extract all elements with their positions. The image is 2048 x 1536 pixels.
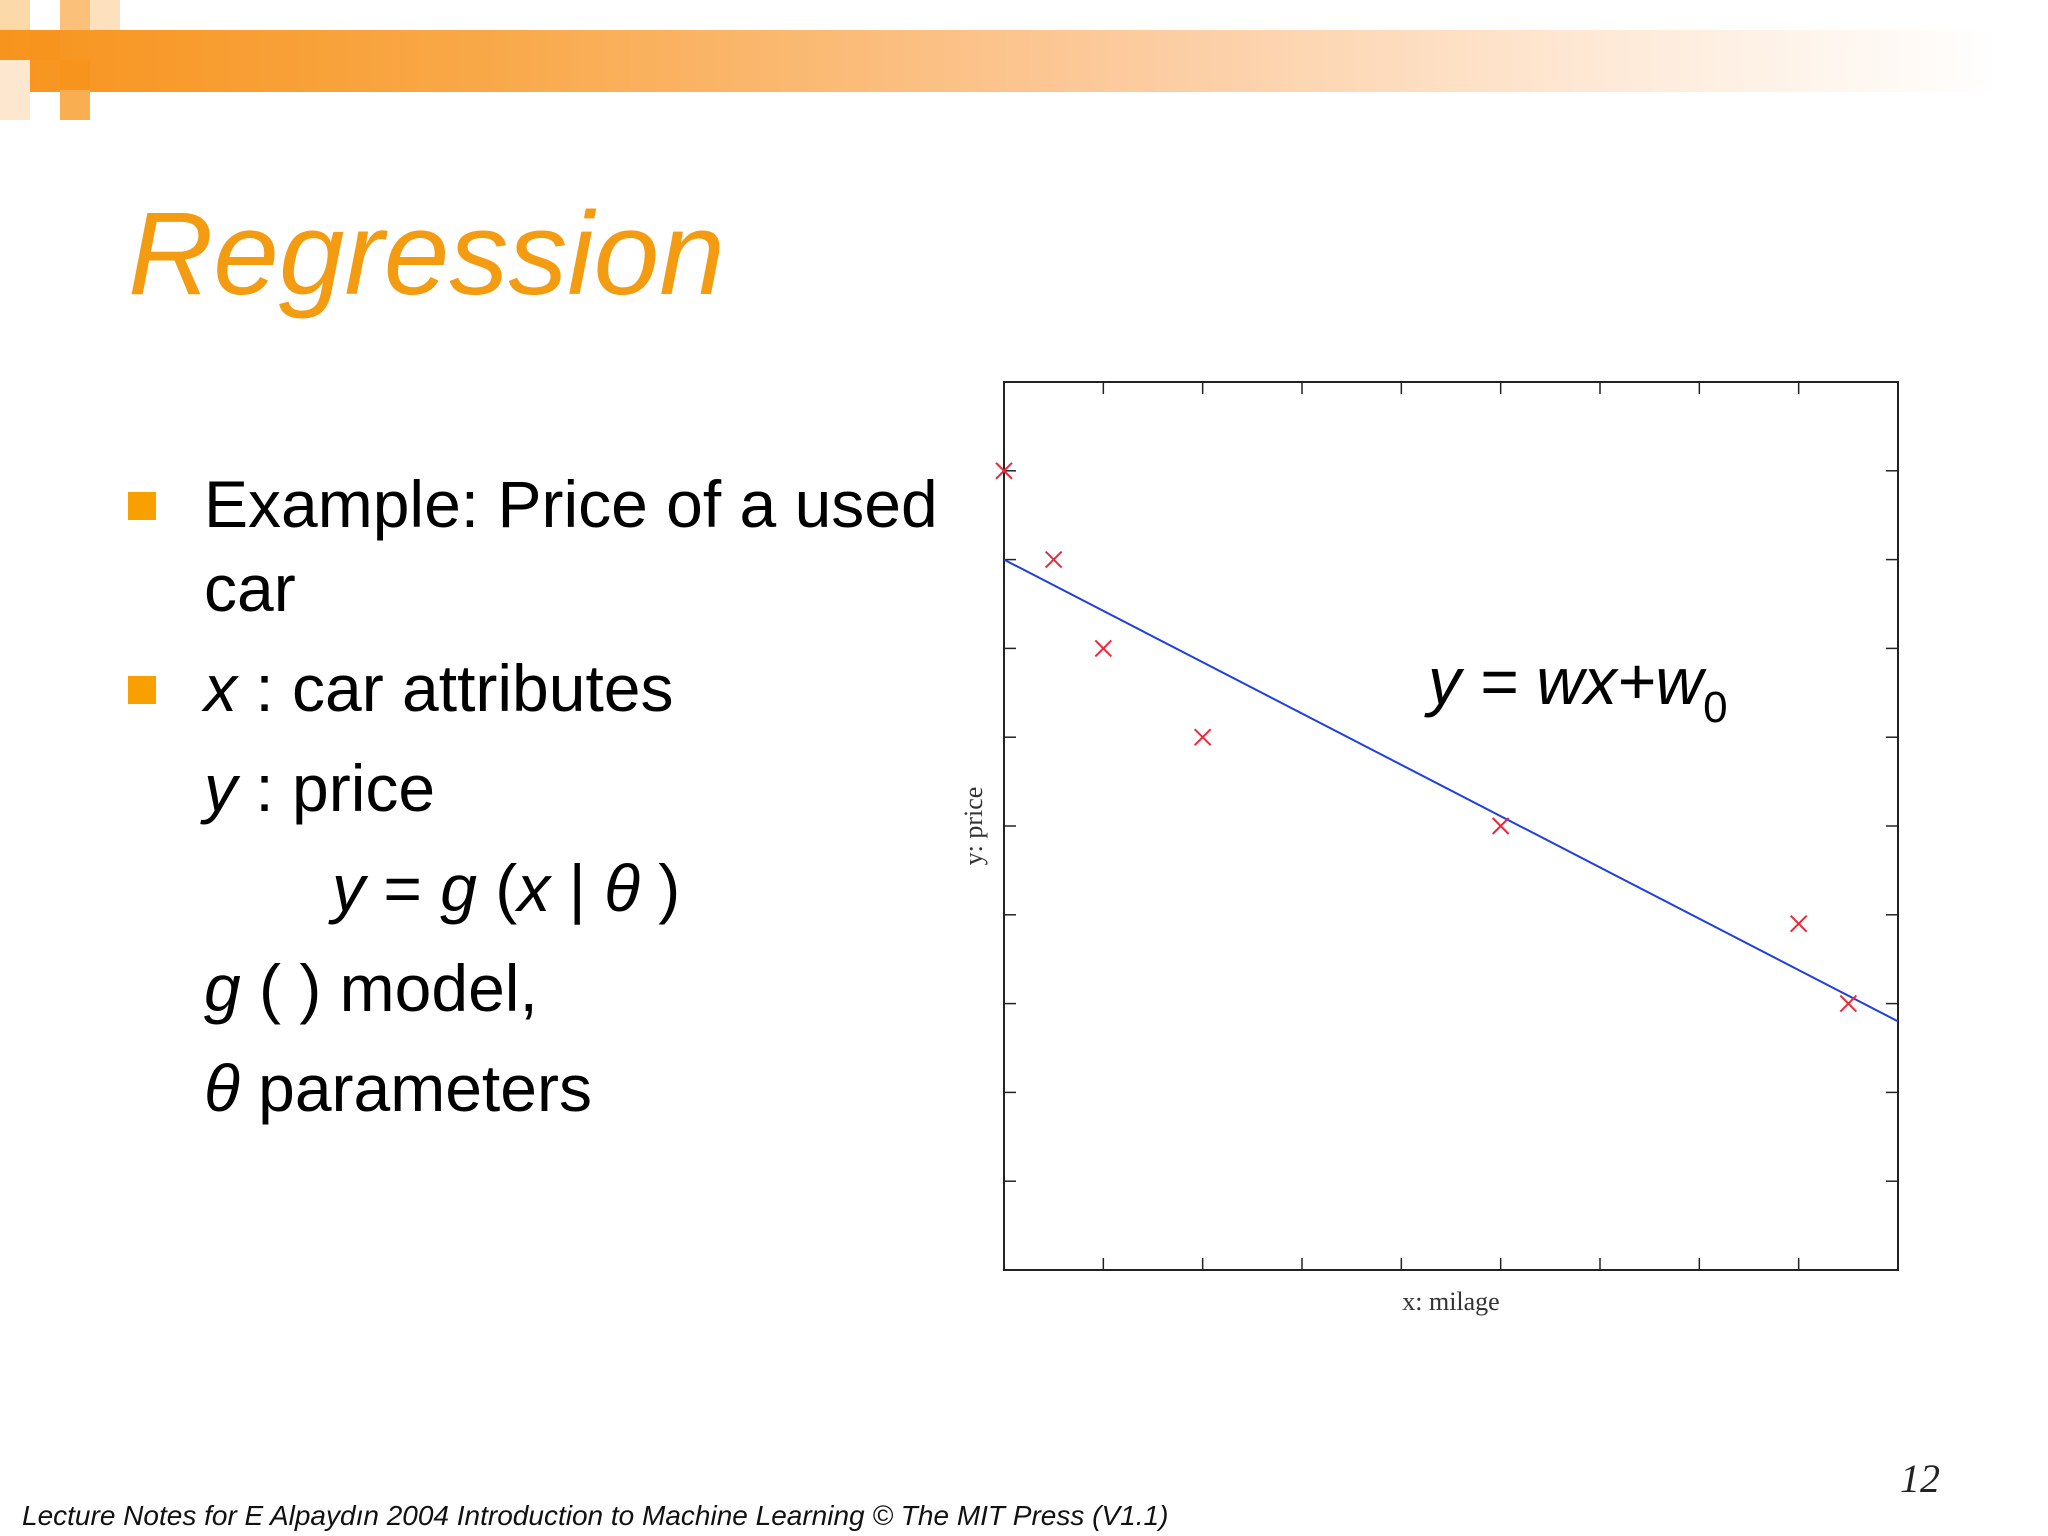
point-marker-stroke bbox=[1491, 817, 1510, 835]
point-marker-stroke bbox=[1193, 728, 1212, 746]
header-decor-square bbox=[60, 90, 90, 120]
formula-g: g bbox=[440, 851, 477, 925]
point-marker-stroke bbox=[1789, 914, 1808, 933]
header-decor-square bbox=[90, 0, 120, 30]
data-point bbox=[1839, 994, 1858, 1013]
point-marker-stroke bbox=[1044, 550, 1063, 569]
point-marker-stroke bbox=[1839, 994, 1858, 1013]
bullet-line: Example: Price of a used bbox=[204, 467, 938, 541]
regression-equation: y = wx+w0 bbox=[1428, 648, 1728, 730]
y-axis-label: y: price bbox=[960, 787, 988, 866]
header-decor-square bbox=[60, 60, 90, 90]
formula-bar: | bbox=[550, 851, 605, 925]
data-point bbox=[1044, 550, 1063, 569]
formula-theta: θ bbox=[604, 851, 640, 925]
bullet-text: x : car attributes bbox=[204, 648, 674, 728]
slide-title: Regression bbox=[128, 188, 725, 320]
data-point bbox=[1789, 914, 1808, 933]
y-price-line: y : price bbox=[204, 748, 435, 828]
equation-subscript: 0 bbox=[1703, 683, 1728, 732]
data-point bbox=[995, 462, 1013, 480]
page-number: 12 bbox=[1900, 1456, 1940, 1501]
point-marker-stroke bbox=[995, 462, 1013, 480]
x-axis-label: x: milage bbox=[1402, 1287, 1499, 1316]
formula-close: ) bbox=[639, 851, 681, 925]
variable-g: g bbox=[204, 951, 241, 1025]
variable-x: x bbox=[204, 651, 237, 725]
formula-x: x bbox=[517, 851, 551, 925]
variable-y: y bbox=[204, 751, 237, 825]
data-point bbox=[1193, 728, 1212, 746]
formula-eq: = bbox=[365, 851, 441, 925]
g-model-line: g ( ) model, bbox=[204, 948, 538, 1028]
bullet-text-continued: car bbox=[204, 548, 296, 628]
bullet-marker bbox=[128, 492, 156, 520]
formula-y: y bbox=[332, 851, 365, 925]
data-point bbox=[1491, 817, 1510, 835]
header-decor-square bbox=[30, 30, 60, 60]
variable-theta: θ bbox=[204, 1051, 240, 1125]
line-text: ( ) model, bbox=[240, 951, 538, 1025]
point-marker-stroke bbox=[1094, 639, 1113, 658]
line-text: : price bbox=[237, 751, 436, 825]
regression-line bbox=[1003, 558, 1899, 1023]
header-gradient-bar bbox=[0, 30, 2000, 92]
bullet-marker bbox=[128, 676, 156, 704]
footer-citation: Lecture Notes for E Alpaydın 2004 Introd… bbox=[22, 1500, 1169, 1531]
regression-chart: x: milage y: price bbox=[960, 381, 1899, 1316]
bullet-text: Example: Price of a used bbox=[204, 464, 938, 544]
plot-frame bbox=[1003, 381, 1899, 1271]
bullet-line: car bbox=[204, 551, 296, 625]
equation-main: y = wx+w bbox=[1428, 644, 1704, 718]
bullet-line: : car attributes bbox=[237, 651, 674, 725]
header-decor-square bbox=[0, 0, 30, 30]
line-text: parameters bbox=[239, 1051, 592, 1125]
formula-open: ( bbox=[476, 851, 518, 925]
model-formula: y = g (x | θ ) bbox=[332, 848, 680, 928]
header-decor-square bbox=[60, 0, 90, 30]
theta-parameters-line: θ parameters bbox=[204, 1048, 592, 1128]
data-point bbox=[1094, 639, 1113, 658]
header-decor-square bbox=[0, 60, 30, 120]
